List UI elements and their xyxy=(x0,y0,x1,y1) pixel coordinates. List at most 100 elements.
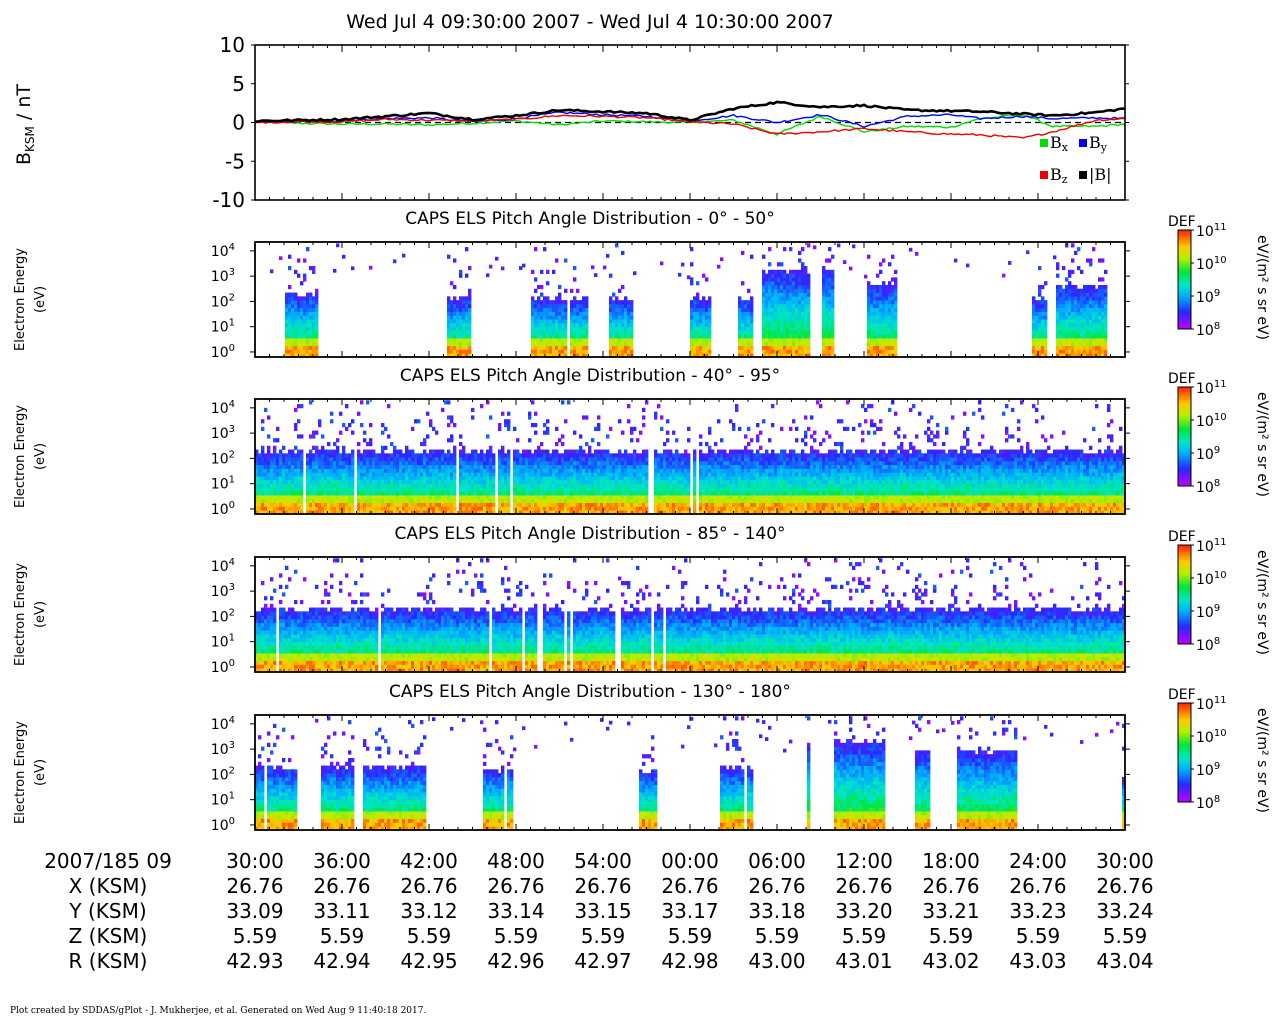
spectrogram-cell xyxy=(465,510,469,515)
spectrogram-cell xyxy=(669,468,673,473)
spectrogram-cell xyxy=(1065,330,1069,335)
spectrogram-cell xyxy=(825,296,829,301)
spectrogram-cell xyxy=(534,457,538,462)
spectrogram-cell xyxy=(513,426,517,431)
spectrogram-cell xyxy=(876,315,880,320)
spectrogram-cell xyxy=(1065,338,1069,343)
spectrogram-cell xyxy=(744,322,748,328)
spectrogram-cell xyxy=(459,353,463,358)
spectrogram-cell xyxy=(450,491,454,496)
spectrogram-cell xyxy=(1089,353,1093,358)
spectrogram-cell xyxy=(549,495,553,500)
spectrogram-cell xyxy=(825,292,829,297)
spectrogram-cell xyxy=(1044,315,1048,320)
spectrogram-cell xyxy=(1071,326,1075,331)
spectrogram-cell xyxy=(801,262,805,267)
spectrogram-cell xyxy=(633,510,637,515)
spectrogram-cell xyxy=(360,400,364,405)
spectrogram-cell xyxy=(258,510,262,515)
spectrogram-cell xyxy=(336,449,340,454)
spectrogram-cell xyxy=(396,472,400,477)
spectrogram-cell xyxy=(531,338,535,343)
spectrogram-cell xyxy=(1080,326,1084,331)
spectrogram-cell xyxy=(1035,322,1039,328)
spectrogram-cell xyxy=(408,479,412,485)
spectrogram-cell xyxy=(831,281,835,286)
spectrogram-cell xyxy=(297,498,301,504)
spectrogram-cell xyxy=(1098,349,1102,354)
spectrogram-cell xyxy=(279,479,283,485)
spectrogram-cell xyxy=(627,457,631,462)
spectrogram-cell xyxy=(405,464,409,469)
spectrogram-cell xyxy=(762,273,766,278)
spectrogram-cell xyxy=(1041,315,1045,320)
spectrogram-cell xyxy=(609,502,613,507)
spectrogram-cell xyxy=(492,468,496,473)
spectrogram-cell xyxy=(867,349,871,354)
spectrogram-cell xyxy=(315,476,319,481)
spectrogram-cell xyxy=(762,353,766,358)
spectrogram-cell xyxy=(465,506,469,511)
spectrogram-cell xyxy=(306,296,310,301)
spectrogram-cell xyxy=(486,453,490,458)
spectrogram-cell xyxy=(1089,300,1093,305)
spectrogram-cell xyxy=(879,319,883,324)
spectrogram-cell xyxy=(285,460,289,466)
spectrogram-cell xyxy=(291,453,295,458)
spectrogram-cell xyxy=(588,483,592,488)
spectrogram-cell xyxy=(468,334,472,339)
spectrogram-cell xyxy=(894,277,898,282)
spectrogram-cell xyxy=(471,457,475,462)
spectrogram-cell xyxy=(393,468,397,473)
spectrogram-cell xyxy=(1071,322,1075,328)
spectrogram-cell xyxy=(1104,334,1108,339)
spectrogram-cell xyxy=(441,510,445,515)
spectrogram-cell xyxy=(420,479,424,485)
spectrogram-cell xyxy=(291,460,295,466)
spectrogram-cell xyxy=(582,330,586,335)
spectrogram-cell xyxy=(570,476,574,481)
spectrogram-cell xyxy=(498,502,502,507)
spectrogram-cell xyxy=(531,491,535,496)
spectrogram-cell xyxy=(312,326,316,331)
spectrogram-cell xyxy=(543,491,547,496)
spectrogram-cell xyxy=(585,487,589,492)
legend-swatch xyxy=(1040,171,1048,179)
spectrogram-cell xyxy=(882,281,886,286)
spectrogram-cell xyxy=(447,341,451,347)
spectrogram-cell xyxy=(300,472,304,477)
spectrogram-cell xyxy=(798,322,802,328)
spectrogram-cell xyxy=(411,449,415,454)
spectrogram-cell xyxy=(378,510,382,515)
spectrogram-cell xyxy=(411,464,415,469)
spectrogram-cell xyxy=(645,483,649,488)
spectrogram-cell xyxy=(822,273,826,278)
spectrogram-cell xyxy=(351,498,355,504)
spectrogram-cell xyxy=(1068,341,1072,347)
spectrogram-cell xyxy=(1083,300,1087,305)
spectrogram-cell xyxy=(309,502,313,507)
spectrogram-cell xyxy=(300,322,304,328)
spectrogram-cell xyxy=(867,330,871,335)
spectrogram-cell xyxy=(594,510,598,515)
spectrogram-cell xyxy=(627,472,631,477)
spectrogram-cell xyxy=(798,277,802,282)
spectrogram-cell xyxy=(534,472,538,477)
spectrogram-cell xyxy=(630,472,634,477)
spectrogram-cell xyxy=(1035,311,1039,316)
spectrogram-cell xyxy=(291,464,295,469)
spectrogram-cell xyxy=(504,457,508,462)
spectrogram-cell xyxy=(447,296,451,301)
colorbar-cell xyxy=(1178,269,1191,272)
spectrogram-cell xyxy=(705,341,709,347)
spectrogram-cell xyxy=(786,341,790,347)
spectrogram-cell xyxy=(678,510,682,515)
spectrogram-cell xyxy=(867,334,871,339)
spectrogram-cell xyxy=(327,476,331,481)
spectrogram-cell xyxy=(459,326,463,331)
spectrogram-cell xyxy=(1083,338,1087,343)
spectrogram-cell xyxy=(675,487,679,492)
spectrogram-cell xyxy=(426,464,430,469)
spectrogram-cell xyxy=(621,319,625,324)
spectrogram-cell xyxy=(696,349,700,354)
